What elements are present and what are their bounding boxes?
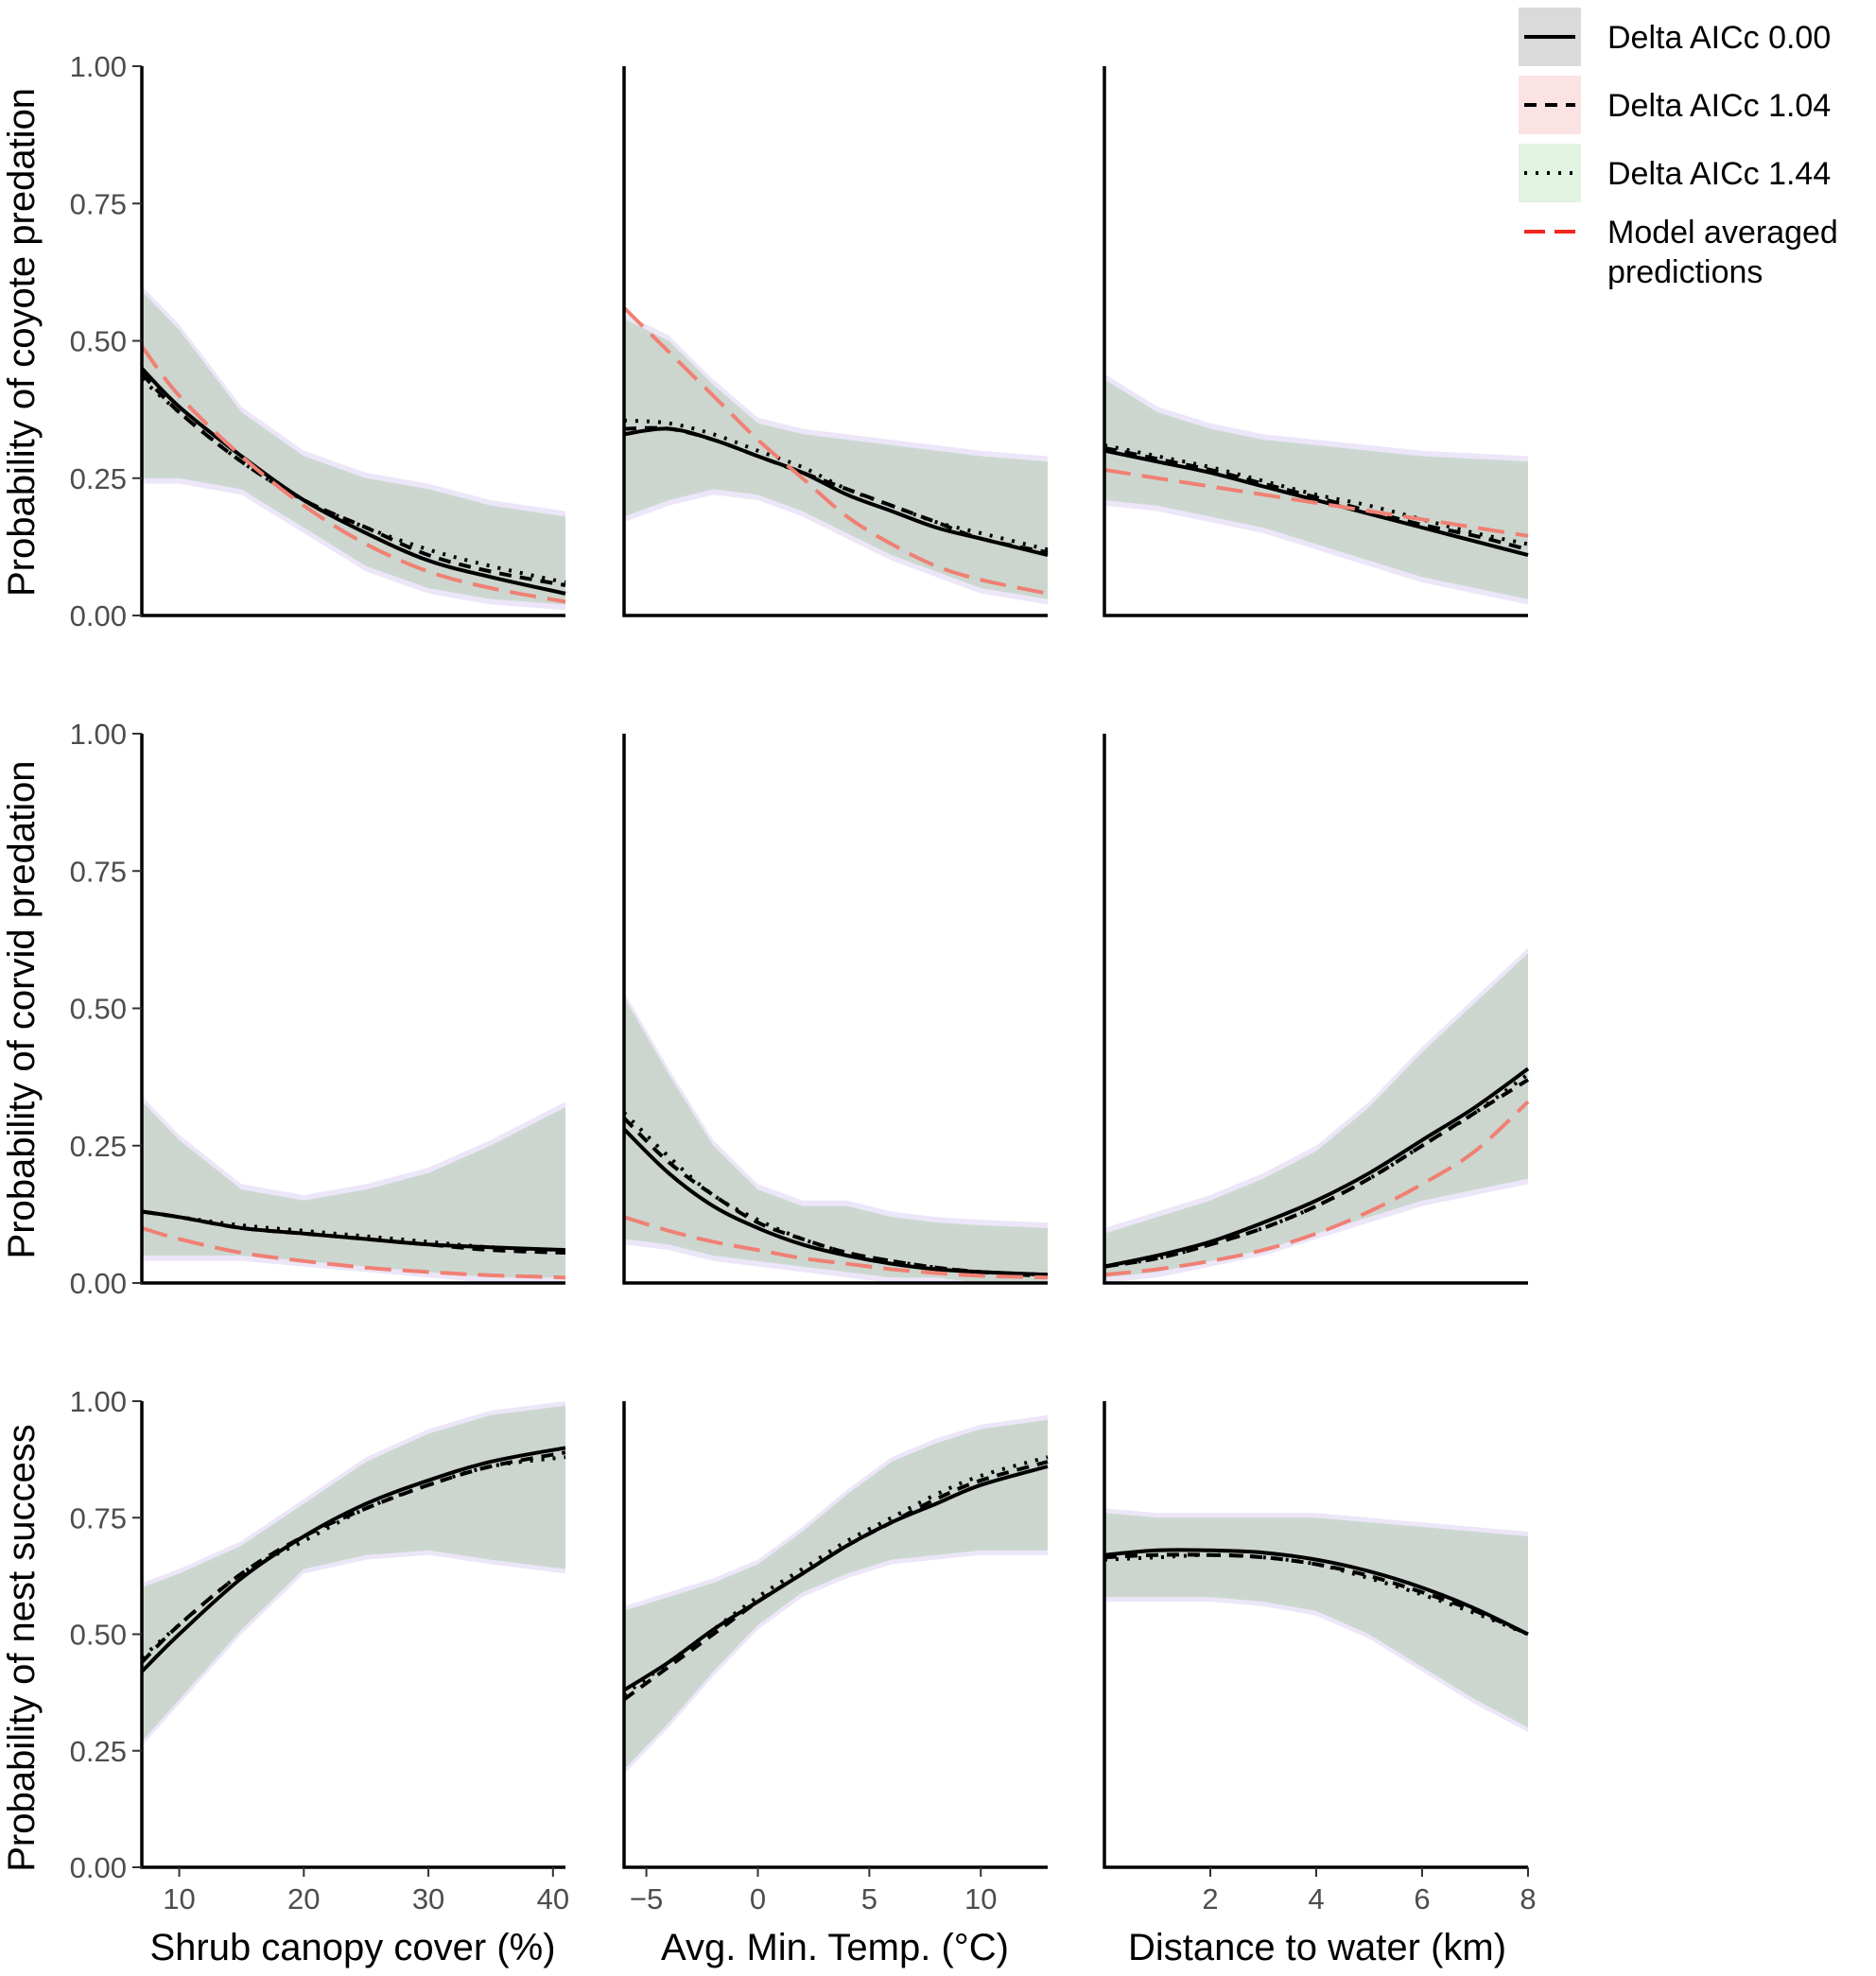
y-tick-label: 0.50 [70,1619,127,1652]
panel-r2-c0: 0.00 0.25 0.50 0.75 1.00 10 20 30 40 [70,1385,569,1915]
x-tick-label: 40 [537,1882,569,1915]
series-line-delta-aicc-1-04 [140,1450,566,1664]
series-line-delta-aicc-1-04 [623,425,1049,555]
series-line-delta-aicc-0-00 [1103,1066,1530,1269]
y-tick-label: 0.50 [70,993,127,1026]
x-tick-label: −5 [630,1882,663,1915]
series-line-delta-aicc-1-44 [141,1209,566,1253]
y-tick-label: 0.00 [70,1267,127,1300]
y-tick-label: 0.25 [70,1130,127,1163]
xlabel-distance-water: Distance to water (km) [1128,1927,1506,1968]
series-line-model-averaged-predictions [1103,1100,1530,1277]
x-tick-label: 20 [287,1882,320,1915]
panels-layer: 0.00 0.25 0.50 0.75 1.00 0.00 0.25 0.50 0.75 1.00… [70,50,1537,1915]
panel-r0-c2 [1103,66,1529,617]
x-tick-label: 6 [1414,1882,1430,1915]
panel-r2-c2: 2 4 6 8 [1103,1401,1537,1915]
series-line-model-averaged-predictions [623,1215,1049,1280]
y-tick-label: 1.00 [70,718,127,751]
x-tick-label: 30 [412,1882,444,1915]
panel-r2-c1: −5 0 5 10 [622,1401,1049,1915]
series-line-delta-aicc-1-04 [622,1460,1049,1702]
legend-label-0: Delta AICc 0.00 [1607,20,1831,56]
series-line-delta-aicc-1-44 [623,418,1049,552]
y-tick-label: 0.75 [70,1501,127,1534]
x-tick-label: 8 [1520,1882,1536,1915]
x-tick-label: 10 [964,1882,997,1915]
panel-r0-c0: 0.00 0.25 0.50 0.75 1.00 [70,50,566,633]
labels-layer: Probability of coyote predation Probabil… [1,88,1506,1968]
ylabel-row-corvid: Probability of corvid predation [1,761,43,1259]
y-tick-label: 0.75 [70,187,127,220]
legend-label-2: Delta AICc 1.44 [1607,156,1831,192]
series-line-delta-aicc-1-04 [1103,445,1529,552]
ci-ribbon-3 [1104,1513,1528,1728]
legend-label-1: Delta AICc 1.04 [1607,88,1831,124]
xlabel-shrub-canopy: Shrub canopy cover (%) [149,1927,555,1968]
x-tick-label: 2 [1202,1882,1218,1915]
series-line-delta-aicc-0-00 [1103,448,1529,558]
panel-r1-c0: 0.00 0.25 0.50 0.75 1.00 [70,718,566,1300]
x-tick-label: 5 [861,1882,877,1915]
ci-ribbon-3 [624,319,1048,599]
series-line-model-averaged-predictions [140,345,566,604]
series-line-delta-aicc-1-04 [1103,1078,1530,1269]
y-tick-label: 0.25 [70,1735,127,1768]
ci-ribbon-3 [142,1101,565,1278]
ci-ribbon-3 [1104,379,1528,599]
series-line-delta-aicc-1-04 [622,1117,1049,1278]
xlabel-min-temp: Avg. Min. Temp. (°C) [661,1927,1009,1968]
ci-ribbon-3 [624,997,1048,1283]
ci-ribbon-3 [624,1419,1048,1770]
legend-label-3-line2: predictions [1607,254,1763,290]
x-tick-label: 10 [163,1882,195,1915]
series-line-delta-aicc-1-44 [622,1455,1049,1697]
series-line-model-averaged-predictions [1103,468,1529,538]
ci-ribbon-3 [1104,953,1528,1278]
legend: Delta AICc 0.00 Delta AICc 1.04 Delta AI… [1519,8,1838,290]
panel-r1-c1 [622,734,1049,1285]
series-line-delta-aicc-0-00 [140,367,566,596]
x-tick-label: 4 [1308,1882,1324,1915]
series-line-delta-aicc-0-00 [140,1446,566,1673]
panel-r0-c1 [622,66,1049,617]
series-line-delta-aicc-1-44 [1103,1552,1529,1637]
x-tick-label: 0 [750,1882,766,1915]
y-tick-label: 0.00 [70,599,127,633]
y-tick-label: 1.00 [70,50,127,83]
series-line-model-averaged-predictions [622,306,1049,596]
panel-r1-c2 [1103,734,1530,1285]
legend-label-3-line1: Model averaged [1607,215,1838,251]
ci-ribbon-3 [142,291,565,605]
series-line-delta-aicc-1-44 [1103,442,1529,546]
ci-ribbon-3 [142,1405,565,1742]
ylabel-row-nest-success: Probability of nest success [1,1424,43,1872]
y-tick-label: 1.00 [70,1385,127,1418]
ylabel-row-coyote: Probability of coyote predation [1,88,43,597]
series-line-delta-aicc-1-04 [140,372,566,587]
series-line-delta-aicc-0-00 [622,1465,1049,1692]
y-tick-label: 0.00 [70,1851,127,1884]
y-tick-label: 0.75 [70,855,127,888]
y-tick-label: 0.50 [70,325,127,358]
y-tick-label: 0.25 [70,462,127,495]
series-line-model-averaged-predictions [141,1225,566,1280]
series-line-delta-aicc-0-00 [1103,1548,1529,1637]
